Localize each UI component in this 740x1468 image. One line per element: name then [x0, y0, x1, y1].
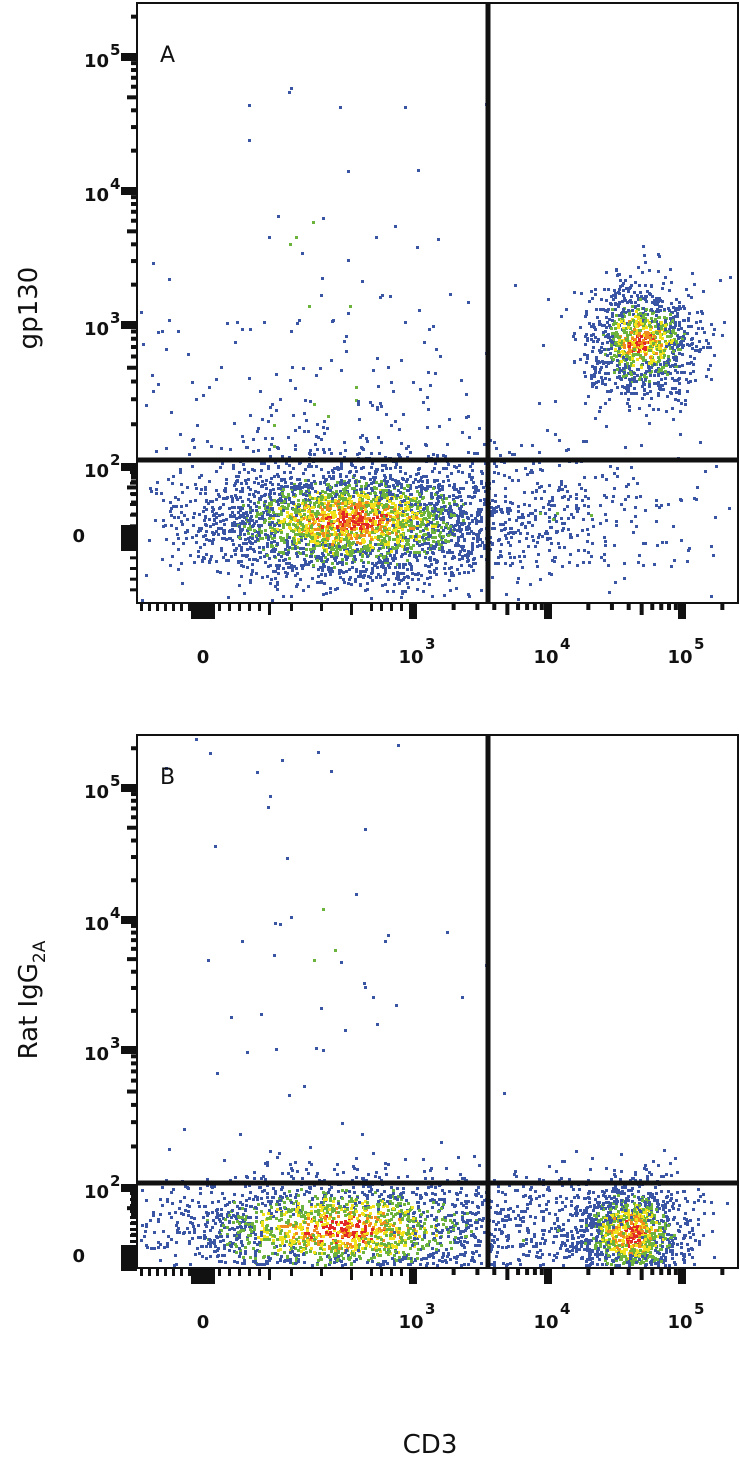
- y-tick-label: 10: [84, 1182, 109, 1203]
- x-tick-exponent: 3: [425, 635, 435, 653]
- y-tick-exponent: 3: [110, 1034, 120, 1052]
- y-tick-exponent: 4: [110, 904, 120, 922]
- x-tick-exponent: 5: [694, 635, 704, 653]
- y-tick-exponent: 5: [110, 41, 120, 59]
- panel-a-scatter-dots: [140, 87, 732, 602]
- y-tick-label: 10: [84, 914, 109, 935]
- x-tick-label: 10: [667, 647, 692, 668]
- plot-frame-a: [136, 2, 739, 604]
- y-tick-label: 10: [84, 1044, 109, 1065]
- y-tick-exponent: 4: [110, 175, 120, 193]
- y-tick-exponent: 2: [110, 451, 120, 469]
- panel-a-letter: A: [160, 43, 175, 68]
- x-tick-exponent: 4: [560, 635, 570, 653]
- y-tick-exponent: 3: [110, 309, 120, 327]
- x-tick-label: 10: [667, 1312, 692, 1333]
- y-tick-label: 0: [72, 526, 85, 547]
- y-tick-label: 10: [84, 319, 109, 340]
- y-tick-exponent: 5: [110, 772, 120, 790]
- x-tick-label: 0: [197, 1312, 210, 1333]
- y-tick-label: 10: [84, 51, 109, 72]
- y-tick-label: 0: [72, 1246, 85, 1267]
- y-tick-label: 10: [84, 782, 109, 803]
- panel-b-y-axis-label: Rat IgG2A: [14, 940, 50, 1059]
- x-axis-label: CD3: [403, 1430, 458, 1460]
- panel-a-y-axis-label: gp130: [14, 267, 44, 350]
- y-tick-label: 10: [84, 185, 109, 206]
- y-tick-label: 10: [84, 461, 109, 482]
- panel-b-letter: B: [160, 765, 175, 790]
- x-tick-exponent: 5: [694, 1300, 704, 1318]
- x-tick-label: 10: [398, 647, 423, 668]
- y-tick-exponent: 2: [110, 1172, 120, 1190]
- x-tick-exponent: 3: [425, 1300, 435, 1318]
- plot-frame-b: [136, 734, 739, 1269]
- panel-b-scatter-dots: [140, 738, 729, 1267]
- x-tick-exponent: 4: [560, 1300, 570, 1318]
- x-tick-label: 10: [533, 647, 558, 668]
- x-tick-label: 0: [197, 647, 210, 668]
- x-tick-label: 10: [398, 1312, 423, 1333]
- x-tick-label: 10: [533, 1312, 558, 1333]
